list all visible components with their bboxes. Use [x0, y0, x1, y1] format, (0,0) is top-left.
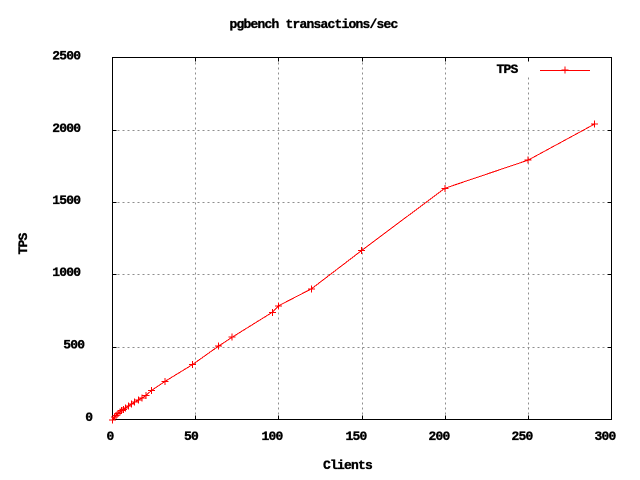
svg-text:300: 300	[595, 429, 617, 444]
svg-text:100: 100	[262, 429, 284, 444]
svg-text:50: 50	[184, 429, 199, 444]
svg-text:Clients: Clients	[323, 458, 373, 473]
svg-text:500: 500	[63, 338, 85, 353]
svg-text:TPS: TPS	[16, 233, 31, 255]
svg-text:pgbench transactions/sec: pgbench transactions/sec	[230, 17, 399, 32]
svg-text:2500: 2500	[52, 49, 81, 64]
svg-text:2000: 2000	[52, 121, 81, 136]
svg-text:0: 0	[85, 410, 93, 425]
svg-text:1500: 1500	[52, 193, 81, 208]
svg-text:250: 250	[512, 429, 534, 444]
svg-text:200: 200	[429, 429, 451, 444]
svg-text:150: 150	[346, 429, 368, 444]
svg-text:0: 0	[107, 429, 115, 444]
svg-text:1000: 1000	[52, 265, 81, 280]
svg-text:TPS: TPS	[497, 62, 519, 77]
